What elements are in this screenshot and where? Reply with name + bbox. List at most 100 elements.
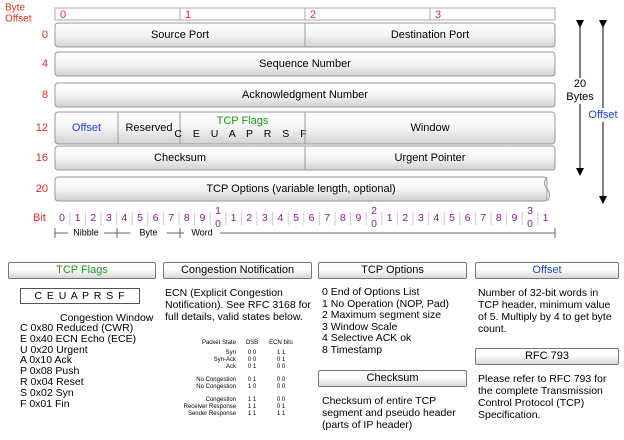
bit-number: 9 [199,212,205,224]
label-bg [563,78,597,104]
flag-item: P 0x08 Push [20,365,80,378]
table-cell: Congestion [205,397,236,403]
panel-text: Checksum of entire TCP segment and pseud… [322,395,456,431]
bit-header-label: 1 [185,9,191,21]
table-cell: 1 1 [247,411,257,417]
bit-number: 5 [293,212,299,224]
field-label: TCP Options (variable length, optional) [206,183,395,195]
option-item: 1 No Operation (NOP, Pad) [322,297,450,310]
bit-tens: 3 [527,205,533,217]
field-label: Destination Port [391,29,469,41]
bit-header-label: 2 [310,9,316,21]
flag-item: R 0x04 Reset [20,375,84,388]
table-cell: Receiver Response [183,404,236,410]
table-cell: Packet State [201,340,236,346]
bit-number: 6 [465,212,471,224]
row-offset: 12 [36,122,48,134]
flag-list: C 0x80 Reduced (CWR) E 0x40 ECN Echo (ECE… [20,323,136,409]
option-item: 2 Maximum segment size [322,309,442,321]
table-cell: 1 1 [247,397,257,403]
bit-number: 4 [277,212,283,224]
bytes-label: 20 [574,78,586,90]
field-label: Source Port [151,29,209,41]
table-cell: ECN bits [269,340,293,346]
table-cell: 0 1 [247,377,257,383]
bit-number: 4 [121,212,127,224]
bit-number: 3 [262,212,268,224]
header-row [54,51,556,77]
options-list: 0 End of Options List 1 No Operation (NOP… [322,286,450,356]
label-bg [130,227,167,239]
bit-number: 1 [387,212,393,224]
flags-box: C E U A P R S F [20,288,140,304]
bit-number: 8 [340,212,346,224]
field-label: Sequence Number [259,58,351,70]
byte-offset-label: Byte [5,3,25,14]
bit-number: 1 [543,212,549,224]
flags-letters: C E U A P R S F [174,128,310,140]
table-cell: 1 1 [247,404,257,410]
bit-number: 9 [511,212,517,224]
byte-offset-label: Offset [5,14,32,25]
panel-subtitle: Congestion Window [60,312,154,324]
flag-item: A 0x10 Ack [20,354,72,367]
flag-item: C 0x80 Reduced (CWR) [20,322,134,334]
bit-number: 8 [496,212,502,224]
group-label: Word [191,227,212,237]
table-cell: 1 1 [276,411,286,417]
bit-number: 6 [309,212,315,224]
offset-size-label: Offset [588,109,617,121]
bit-tens: 2 [371,205,377,217]
bit-label: Bit [33,212,46,224]
table-cell: 0 0 [276,384,286,390]
table-cell: Sender Response [187,411,236,417]
group-label: Nibble [73,227,99,237]
table-cell: 0 0 [276,364,286,370]
panel-text: Please refer to RFC 793 for the complete… [478,373,607,421]
field-label: TCP Flags [217,115,269,127]
option-item: 4 Selective ACK ok [322,332,412,344]
bit-number: 3 [106,212,112,224]
bit-number: 0 [59,212,65,224]
bit-number: 7 [324,212,330,224]
bytes-label: Bytes [566,91,594,103]
bit-number: 2 [246,212,252,224]
table-cell: Syn-Ack [213,357,236,363]
option-item: 3 Window Scale [322,320,398,333]
field-label: Reserved [125,122,172,134]
table-cell: 0 1 [276,357,286,363]
table-cell: 0 0 [276,397,286,403]
table-cell: Syn [225,350,236,356]
bit-number: 4 [433,212,439,224]
bit-header-label: 0 [60,9,66,21]
flag-item: U 0x20 Urgent [20,343,88,356]
table-cell: 0 0 [276,377,286,383]
panel-text: ECN (Explicit Congestion Notification). … [165,287,311,323]
group-label: Byte [139,227,157,237]
table-cell: DSB [245,340,259,346]
field-label: Urgent Pointer [395,152,466,164]
label-bg [585,108,621,122]
flag-item: E 0x40 ECN Echo (ECE) [20,332,137,345]
table-cell: 1 0 [247,384,257,390]
wavy-end [544,176,550,202]
option-item: 8 Timestamp [322,343,383,356]
table-cell: 0 1 [276,404,286,410]
bit-number: 0 [371,218,377,230]
bit-number: 7 [480,212,486,224]
table-cell: No Congestion [196,384,236,390]
table-cell: 0 0 [247,350,257,356]
bit-number: 5 [449,212,455,224]
row-offset: 8 [42,89,48,101]
panel-header: TCP Options [318,262,467,279]
panel-header: TCP Flags [8,262,156,279]
table-cell: No Congestion [196,377,236,383]
field-label: Acknowledgment Number [242,89,368,101]
bit-number: 2 [402,212,408,224]
row-offset: 4 [42,58,48,70]
field-label: Offset [72,122,101,134]
panel-header: Congestion Notification [163,262,312,279]
bit-number: 9 [355,212,361,224]
row-offset: 20 [36,183,48,195]
